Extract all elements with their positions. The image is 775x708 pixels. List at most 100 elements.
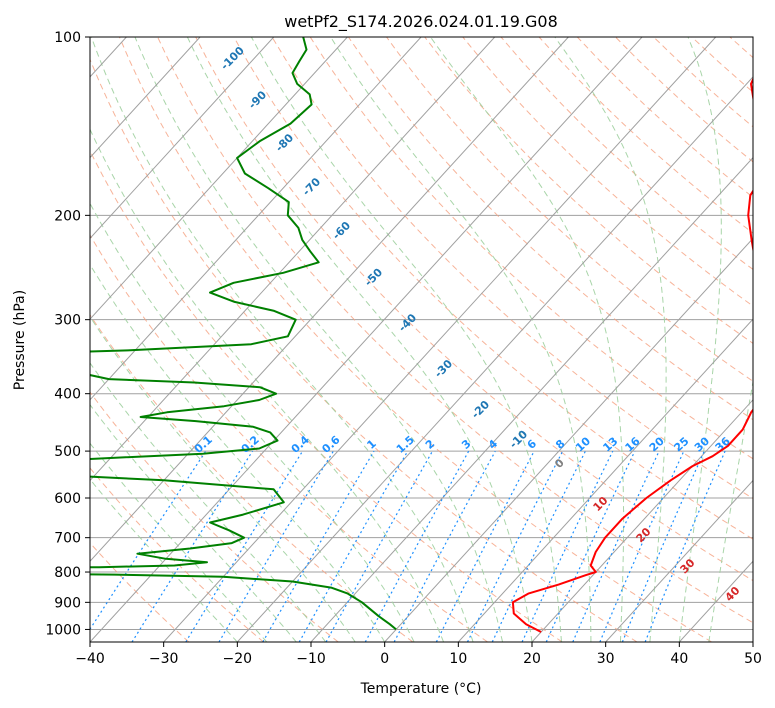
dry-adiabat-line [90,542,190,642]
x-tick-label: −40 [75,651,105,667]
y-axis-ticks: 100 200 300 400 500 600 700 800 900 1000 [45,30,90,638]
isotherm-label-cold: -30 [432,357,455,380]
x-tick-label: 0 [380,651,389,667]
dry-adiabat-line [729,37,753,59]
mixing-ratio-label: 0.6 [319,433,342,456]
isotherm-line [310,156,753,642]
y-tick-label: 300 [54,313,81,329]
mixing-ratio-line [90,450,207,631]
mixing-ratio-line [435,450,535,642]
dry-adiabat-line [576,37,753,198]
mixing-ratio-label: 0.4 [289,433,312,456]
mixing-ratio-line [325,450,434,642]
moist-adiabat-line [90,263,386,642]
moist-adiabat-line [250,37,562,642]
background-lines [90,37,753,642]
data-series [90,37,753,633]
dry-adiabat-line [157,37,753,624]
moist-adiabat-line [430,37,625,642]
dry-adiabat-line [90,58,638,642]
moist-adiabat-line [90,37,474,642]
mixing-ratio-line [491,450,586,642]
mixing-ratio-line [393,450,496,642]
dry-adiabat-line [90,467,264,642]
dry-adiabat-line [386,37,753,382]
mixing-ratio-line [521,450,614,642]
y-tick-label: 100 [54,30,81,46]
x-tick-label: 20 [523,651,541,667]
x-tick-label: 10 [449,651,467,667]
y-tick-label: 900 [54,595,81,611]
isotherm-label-cold: -70 [300,175,323,198]
isotherm-label-cold: -20 [469,398,492,421]
mixing-ratio-label: 4 [486,437,501,452]
x-tick-label: −30 [149,651,179,667]
isotherm-label-cold: -80 [273,131,296,154]
y-axis-title: Pressure (hPa) [12,290,28,390]
y-tick-label: 700 [54,531,81,547]
moist-adiabat-line [708,379,753,642]
mixing-ratio-line [185,450,304,642]
moist-adiabat-line [330,37,592,642]
dry-adiabat-line [615,37,753,163]
dry-adiabat-line [653,37,753,128]
moist-adiabat-line [90,315,356,642]
moist-adiabat-line [186,37,533,642]
y-tick-label: 1000 [45,622,81,638]
isotherm-label-cold: -10 [507,428,530,451]
moist-adiabat-line [90,128,445,642]
isotherm-line [90,37,496,482]
isotherm-line [90,37,275,240]
mixing-ratio-line [572,450,660,642]
moist-adiabat-line [90,442,268,642]
dry-adiabat-line [271,37,753,500]
isotherm-line [752,641,753,642]
dry-adiabat-line [691,37,753,93]
x-tick-label: 30 [597,651,615,667]
y-tick-label: 600 [54,491,81,507]
mixing-ratio-line [262,450,375,642]
moist-adiabat-line [90,403,297,642]
dry-adiabat-line [90,234,488,642]
isotherm-label-warm: 10 [591,494,611,514]
mixing-ratio-line [298,450,409,642]
y-tick-label: 800 [54,565,81,581]
y-tick-label: 500 [54,444,81,460]
mixing-ratio-label: 0.2 [239,433,262,456]
dry-adiabat-line [538,37,753,234]
moist-adiabat-line [90,478,238,642]
isotherm-label-cold: -100 [218,44,247,73]
mixing-ratio-label: 2 [423,437,437,452]
dry-adiabat-line [90,313,414,642]
plot-frame [89,36,754,643]
isotherm-line [236,76,753,642]
x-tick-label: 40 [670,651,688,667]
moist-adiabat-line [678,37,722,642]
moist-adiabat-line [134,37,503,642]
mixing-ratio-line [364,450,470,642]
mixing-ratio-line [644,450,726,642]
y-tick-label: 200 [54,208,81,224]
chart-title: wetPf2_S174.2026.024.01.19.G08 [284,12,558,32]
y-tick-label: 400 [54,387,81,403]
isotherm-line [605,479,753,642]
mixing-ratio-line [545,450,636,642]
mixing-ratio-label: 8 [553,437,567,452]
mixing-ratio-line [466,450,564,642]
dry-adiabat-line [195,37,753,582]
mixing-ratio-line [599,450,685,642]
x-tick-label: −10 [296,651,326,667]
dry-adiabat-line [90,149,563,642]
isotherm-line [384,237,753,642]
mixing-ratio-line [218,450,334,642]
dry-adiabat-line [309,37,753,460]
moist-adiabat-line [554,37,667,642]
dewpoint-profile-line [90,37,397,631]
isotherm-line [90,37,348,320]
x-tick-label: 50 [744,651,762,667]
isotherm-line [531,399,753,642]
isotherm-label-cold: -90 [246,88,269,111]
isotherm-label-cold: -40 [396,311,419,334]
isotherm-label-warm: 40 [723,584,743,604]
